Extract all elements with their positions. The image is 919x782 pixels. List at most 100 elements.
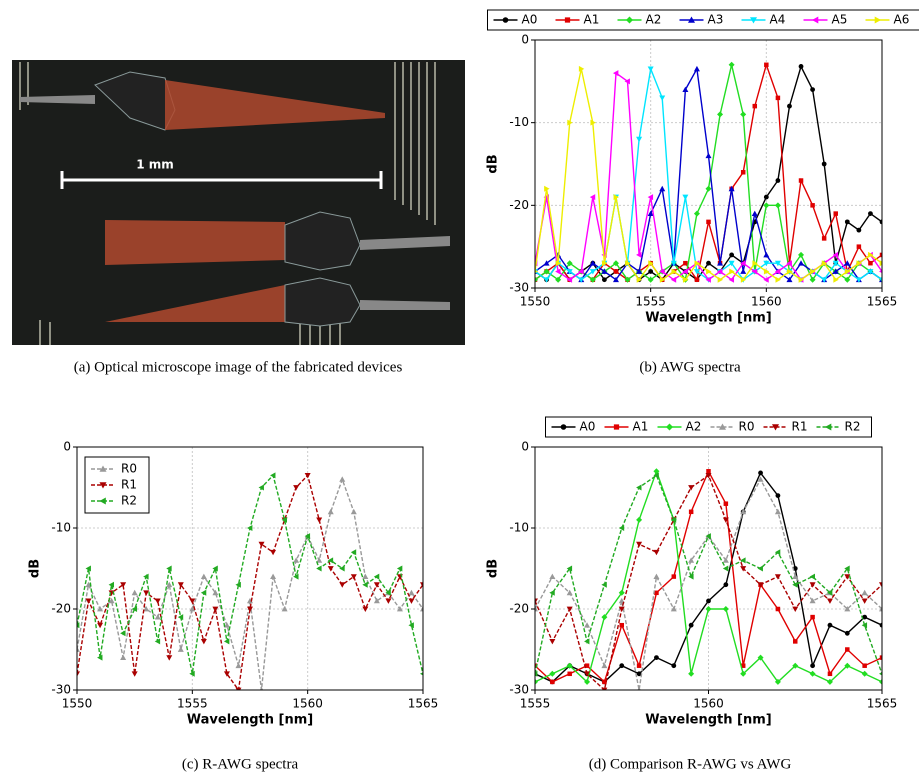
marker [792, 573, 799, 579]
marker [281, 516, 287, 523]
marker [740, 276, 747, 283]
marker [832, 260, 839, 267]
marker [740, 260, 746, 267]
marker [396, 565, 403, 572]
marker [624, 276, 631, 283]
marker [259, 687, 264, 690]
marker [763, 251, 770, 258]
marker [535, 678, 538, 685]
marker [763, 194, 769, 200]
series-group [77, 472, 423, 690]
marker [861, 670, 868, 677]
marker [154, 638, 161, 645]
marker [549, 589, 555, 596]
marker [270, 549, 277, 556]
marker [653, 573, 660, 579]
marker [879, 269, 882, 274]
marker [624, 78, 630, 85]
legend-label: A0 [522, 13, 538, 27]
marker [740, 557, 746, 564]
star-coupler [284, 211, 361, 271]
marker [567, 119, 573, 126]
marker [844, 574, 851, 580]
x-tick-label: 1565 [408, 697, 439, 711]
marker [775, 178, 781, 183]
marker [578, 277, 585, 283]
marker [566, 276, 573, 283]
marker [682, 268, 688, 275]
marker [792, 606, 799, 612]
marker [626, 16, 633, 24]
marker [792, 662, 799, 669]
marker [143, 606, 150, 612]
marker [862, 663, 867, 668]
marker [821, 277, 828, 283]
marker [120, 582, 127, 588]
marker [77, 622, 80, 629]
marker [99, 482, 107, 489]
marker [670, 276, 677, 283]
y-tick-label: 0 [63, 440, 71, 454]
marker [740, 663, 746, 668]
marker [772, 424, 779, 431]
marker [671, 663, 677, 669]
marker [166, 565, 172, 572]
marker [688, 557, 695, 563]
marker [223, 638, 230, 645]
marker [867, 269, 874, 275]
marker [189, 670, 195, 677]
marker [535, 606, 538, 612]
legend-label: A3 [708, 13, 724, 27]
marker [154, 598, 161, 604]
marker [810, 268, 816, 275]
marker [868, 260, 873, 266]
marker [339, 582, 346, 588]
marker [706, 260, 711, 266]
marker [786, 276, 793, 283]
marker [879, 582, 882, 588]
marker [339, 476, 346, 482]
marker [212, 606, 219, 612]
y-axis-label: dB [486, 559, 501, 578]
marker [861, 598, 868, 604]
marker [131, 671, 138, 677]
legend-label: R0 [121, 462, 137, 476]
marker [774, 268, 781, 275]
marker [327, 557, 334, 564]
marker [589, 260, 596, 266]
marker [763, 202, 770, 209]
marker [584, 678, 591, 685]
marker [212, 565, 218, 572]
marker [636, 251, 642, 258]
y-axis-label: dB [28, 559, 43, 578]
marker [694, 260, 700, 267]
legend-label: R2 [121, 494, 137, 508]
marker [659, 185, 666, 192]
marker [705, 276, 711, 283]
marker [589, 194, 596, 201]
marker [740, 268, 747, 274]
marker [177, 646, 184, 652]
marker [602, 679, 607, 685]
marker [270, 472, 276, 479]
marker [420, 582, 423, 588]
marker [862, 614, 868, 620]
marker [826, 589, 833, 596]
marker [85, 565, 91, 572]
marker [535, 276, 538, 283]
marker [705, 606, 712, 612]
marker [774, 549, 781, 556]
marker [798, 251, 805, 258]
marker [671, 574, 677, 579]
marker [810, 663, 815, 669]
x-axis-label: Wavelength [nm] [187, 713, 313, 728]
x-tick-label: 1560 [693, 697, 724, 711]
marker [143, 590, 150, 596]
marker [653, 472, 659, 479]
marker [810, 203, 815, 208]
marker [826, 678, 833, 685]
marker [751, 210, 758, 216]
marker [555, 276, 562, 283]
marker [549, 639, 556, 645]
marker [787, 268, 793, 275]
